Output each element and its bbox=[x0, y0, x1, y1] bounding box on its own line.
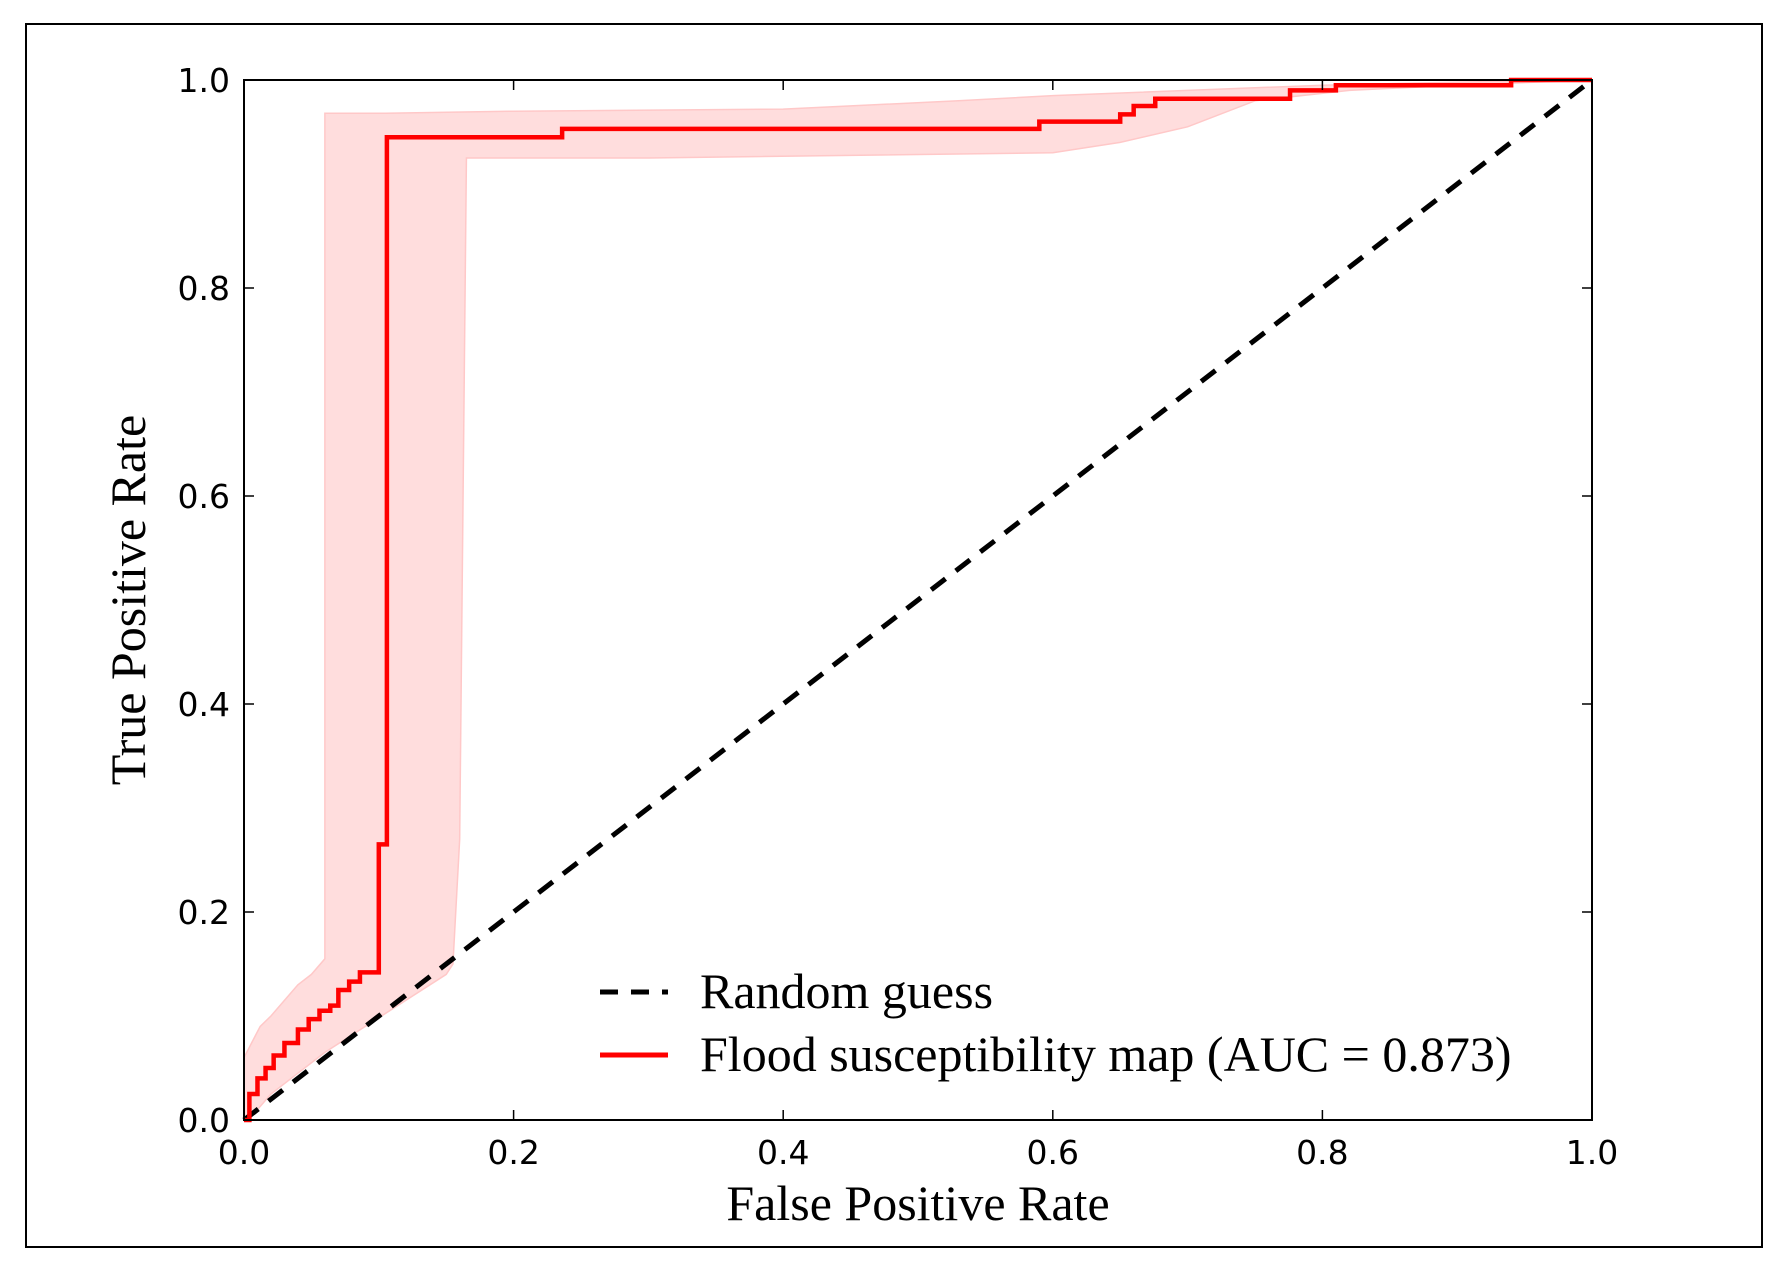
figure-frame bbox=[25, 23, 1763, 1248]
y-tick-label: 0.4 bbox=[178, 685, 230, 724]
y-tick-label: 0.6 bbox=[178, 477, 230, 516]
random-guess-line bbox=[242, 78, 1594, 1122]
legend-label-random-guess: Random guess bbox=[700, 963, 993, 1019]
y-axis-label: True Positive Rate bbox=[100, 415, 156, 785]
x-tick-label: 0.4 bbox=[757, 1133, 809, 1172]
x-tick-label: 1.0 bbox=[1566, 1133, 1618, 1172]
x-axis-label: False Positive Rate bbox=[726, 1175, 1109, 1231]
plot-area-border bbox=[243, 79, 1593, 1121]
x-tick-label: 0.2 bbox=[487, 1133, 539, 1172]
y-tick-label: 0.2 bbox=[178, 893, 230, 932]
legend-label-flood-map: Flood susceptibility map (AUC = 0.873) bbox=[700, 1026, 1512, 1082]
x-tick-label: 0.0 bbox=[218, 1133, 270, 1172]
legend: Random guess Flood susceptibility map (A… bbox=[600, 963, 1512, 1082]
y-tick-label: 0.0 bbox=[178, 1101, 230, 1140]
x-tick-label: 0.8 bbox=[1296, 1133, 1348, 1172]
flood-roc-curve bbox=[244, 77, 1592, 1123]
x-tick-label: 0.6 bbox=[1027, 1133, 1079, 1172]
y-tick-label: 0.8 bbox=[178, 269, 230, 308]
y-tick-label: 1.0 bbox=[178, 61, 230, 100]
